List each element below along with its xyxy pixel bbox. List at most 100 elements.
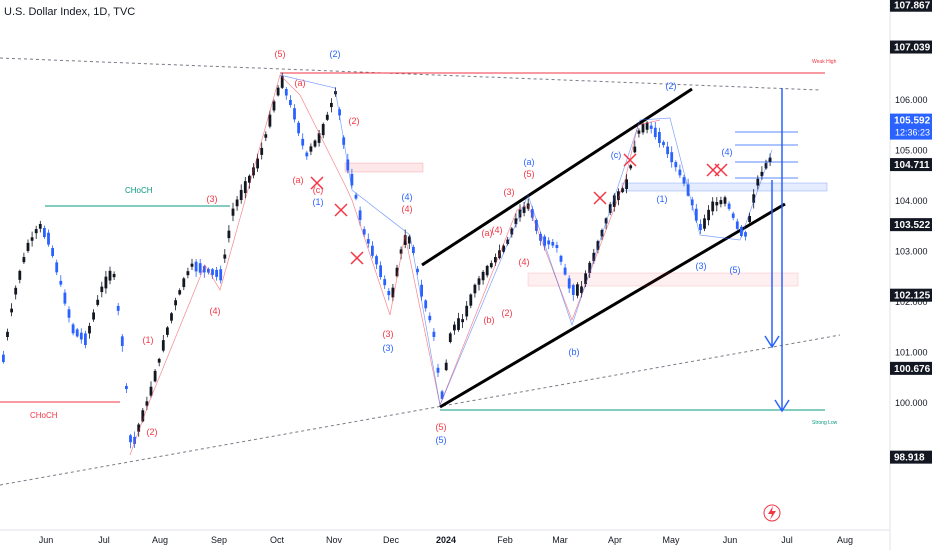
- price-badge-label: 102.125: [894, 291, 931, 302]
- candle-body: [100, 286, 104, 293]
- candle-body: [448, 333, 452, 342]
- candle-body: [63, 292, 67, 304]
- x-tick-label: Oct: [270, 535, 285, 545]
- candle-body: [88, 325, 91, 334]
- candle-body: [22, 257, 26, 263]
- candle-body: [645, 122, 649, 130]
- price-badge-label: 105.592: [894, 116, 931, 127]
- candle-body: [596, 241, 600, 250]
- candle-body: [166, 327, 169, 335]
- wave-label: (2): [147, 427, 158, 437]
- time-axis: Jun Jul Aug Sep Oct Nov Dec 2024 Feb Mar Apr May Jun…: [39, 535, 853, 545]
- price-badge-label: 98.918: [894, 453, 925, 464]
- price-axis: 108.000106.000105.000104.000103.000102.0…: [895, 0, 928, 408]
- price-badge-label: 104.711: [894, 160, 930, 171]
- candle-body: [666, 146, 669, 155]
- candle-body: [248, 175, 251, 183]
- demand-zone-red: [527, 272, 799, 287]
- price-badge: [890, 113, 932, 140]
- price-badge: [890, 218, 932, 232]
- candle-body: [764, 163, 768, 169]
- candle-body: [567, 278, 571, 289]
- candle-body: [84, 333, 87, 346]
- candle-body: [407, 236, 411, 244]
- candle-body: [383, 279, 387, 286]
- candle-body: [416, 268, 419, 273]
- candle-body: [707, 209, 710, 221]
- choch-label-upper: CHoCH: [125, 186, 153, 195]
- candle-body: [600, 229, 604, 237]
- candle-body: [194, 261, 198, 272]
- candle-body: [137, 424, 141, 432]
- x-marker: [350, 251, 364, 265]
- x-tick-label: Jul: [98, 535, 110, 545]
- candle-body: [75, 329, 79, 337]
- candle-body: [174, 300, 177, 306]
- candle-body: [350, 173, 354, 186]
- candle-body: [571, 285, 575, 295]
- wave-label: (5): [436, 435, 447, 445]
- candle-body: [629, 165, 633, 169]
- candle-body: [309, 146, 313, 152]
- wave-label: (4): [210, 306, 221, 316]
- candle-body: [190, 263, 194, 267]
- candle-body: [125, 385, 128, 390]
- candle-body: [699, 223, 702, 231]
- candle-body: [141, 410, 145, 422]
- candle-body: [198, 263, 202, 273]
- candle-body: [428, 315, 432, 321]
- x-tick-label: Apr: [608, 535, 622, 545]
- candle-body: [96, 299, 100, 305]
- wave-label: (a): [524, 157, 535, 167]
- candle-body: [576, 284, 579, 296]
- candle-body: [453, 324, 456, 331]
- wave-label: (2): [502, 308, 513, 318]
- candle-body: [26, 242, 30, 251]
- flash-icon[interactable]: [763, 504, 781, 522]
- candle-body: [535, 220, 538, 231]
- candle-body: [678, 169, 682, 176]
- candle-body: [436, 367, 440, 373]
- candle-body: [670, 152, 674, 163]
- candle-body: [305, 152, 309, 157]
- supply-zone: [344, 162, 424, 173]
- candle-body: [481, 271, 485, 281]
- channel-lower: [439, 202, 786, 409]
- projection-arrow-short: [764, 180, 780, 349]
- choch-label-lower: CHoCH: [30, 411, 58, 420]
- wave-paths: [129, 74, 773, 456]
- candle-body: [272, 101, 276, 111]
- candle-body: [14, 287, 18, 295]
- candle-body: [321, 124, 325, 136]
- wave-label: (c): [313, 185, 324, 195]
- candle-body: [494, 257, 497, 263]
- wave-label: (3): [696, 261, 707, 271]
- candle-body: [477, 278, 481, 285]
- price-badge: [890, 0, 932, 12]
- candle-body: [485, 265, 489, 276]
- price-badge: [890, 288, 932, 302]
- wave-label: (2): [330, 49, 341, 59]
- price-badge: [890, 40, 932, 54]
- x-tick-label: Jul: [781, 535, 793, 545]
- candle-body: [703, 218, 706, 229]
- candle-body: [612, 195, 616, 207]
- candle-body: [440, 391, 444, 399]
- candle-body: [112, 273, 116, 278]
- x-marker: [714, 163, 728, 177]
- candle-body: [330, 102, 333, 108]
- candle-body: [301, 138, 305, 146]
- candle-body: [768, 157, 772, 162]
- x-tick-label: Aug: [837, 535, 853, 545]
- candle-body: [662, 141, 665, 146]
- candle-body: [161, 340, 165, 351]
- candle-body: [715, 201, 719, 206]
- candle-body: [686, 184, 690, 196]
- wave-label: (1): [313, 197, 324, 207]
- candle-body: [375, 256, 378, 265]
- price-badge: [890, 158, 932, 172]
- x-tick-label: Sep: [211, 535, 227, 545]
- wave-label: (3): [383, 329, 394, 339]
